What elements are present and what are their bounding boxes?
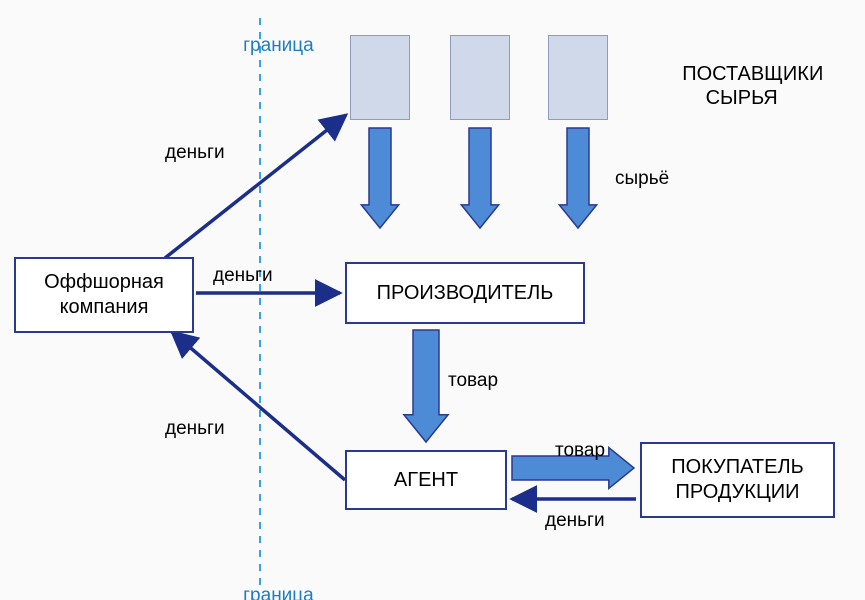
suppliers-title: ПОСТАВЩИКИ СЫРЬЯ <box>660 38 823 134</box>
node-agent: АГЕНТ <box>345 450 507 510</box>
label-money-from-agent: деньги <box>165 418 225 441</box>
node-offshore-company: Оффшорная компания <box>14 257 194 333</box>
label-money-to-suppliers: деньги <box>165 142 225 165</box>
node-buyer: ПОКУПАТЕЛЬ ПРОДУКЦИИ <box>640 442 835 518</box>
border-label-top-text: граница <box>243 35 314 56</box>
node-offshore-label: Оффшорная компания <box>44 270 164 320</box>
suppliers-title-text: ПОСТАВЩИКИ СЫРЬЯ <box>682 63 823 109</box>
label-money-from-buyer: деньги <box>545 510 605 533</box>
node-producer: ПРОИЗВОДИТЕЛЬ <box>345 262 585 324</box>
supplier-box-1 <box>350 35 410 120</box>
node-buyer-label: ПОКУПАТЕЛЬ ПРОДУКЦИИ <box>671 455 803 505</box>
border-label-bottom-text: граница <box>243 585 314 600</box>
label-raw-materials: сырьё <box>615 168 669 191</box>
node-agent-label: АГЕНТ <box>394 468 458 493</box>
supplier-box-2 <box>450 35 510 120</box>
border-label-top: граница <box>222 12 314 80</box>
label-goods-to-buyer: товар <box>555 440 605 463</box>
node-producer-label: ПРОИЗВОДИТЕЛЬ <box>377 281 554 306</box>
diagram-canvas: Оффшорная компания ПРОИЗВОДИТЕЛЬ АГЕНТ П… <box>0 0 865 600</box>
label-money-to-producer: деньги <box>213 265 273 288</box>
border-label-bottom: граница <box>222 562 314 600</box>
supplier-box-3 <box>548 35 608 120</box>
label-goods-to-agent: товар <box>448 370 498 393</box>
